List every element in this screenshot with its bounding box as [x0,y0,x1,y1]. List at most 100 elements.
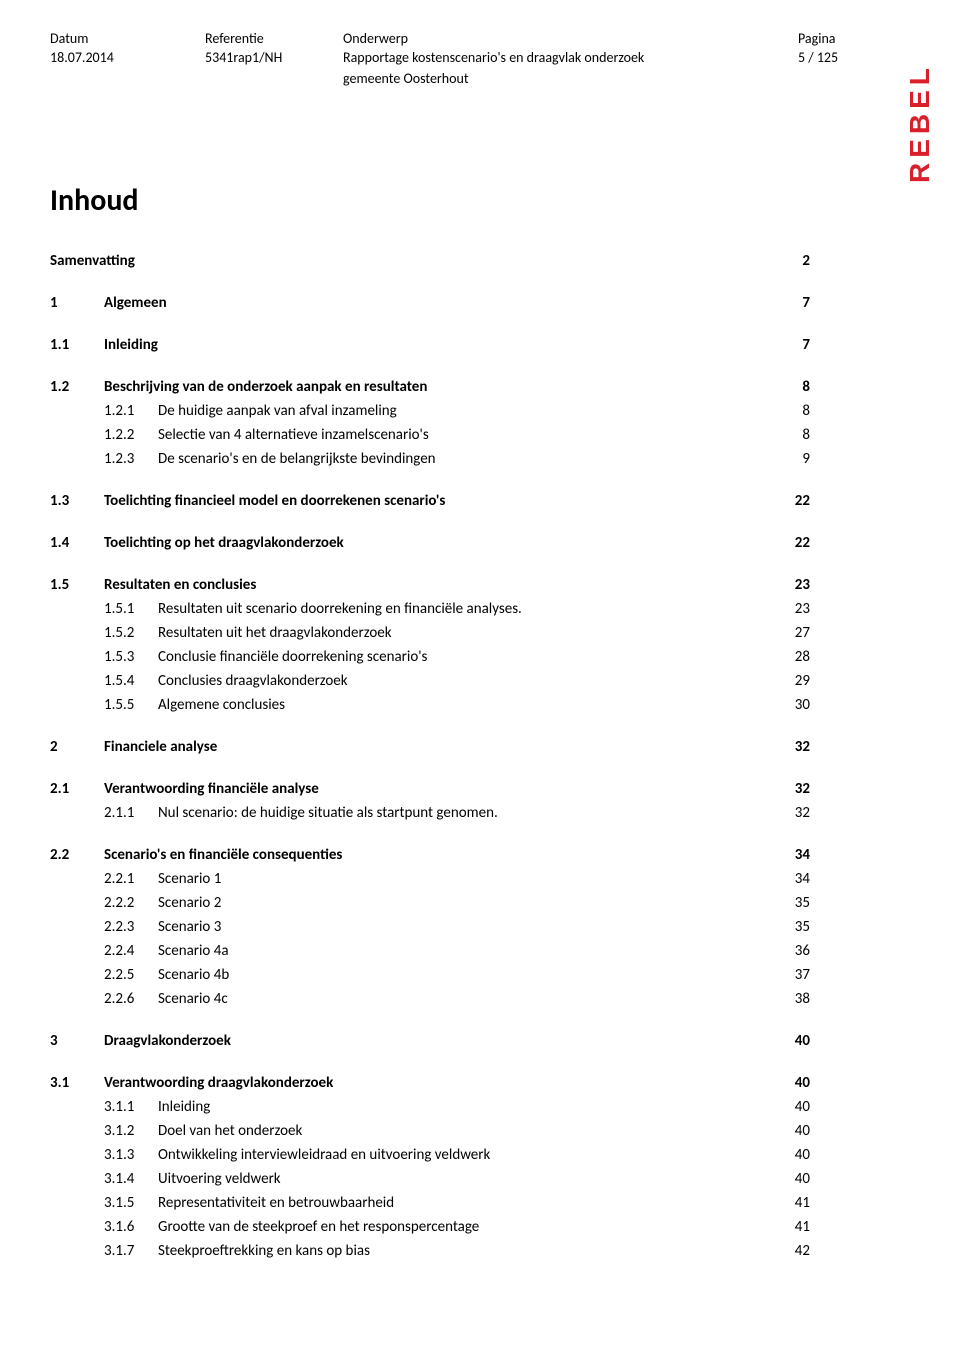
toc-gap [50,513,810,531]
toc-title: Doel van het onderzoek [158,1119,302,1143]
toc-title: Scenario's en financiële consequenties [104,843,342,867]
toc-number: 1.3 [50,489,104,513]
toc-number: 3.1.1 [104,1095,158,1119]
toc-row: 3Draagvlakonderzoek40 [50,1029,810,1053]
toc-row: 3.1.3Ontwikkeling interviewleidraad en u… [50,1143,810,1167]
toc-number: 2.1 [50,777,104,801]
toc-row: 2Financiele analyse32 [50,735,810,759]
toc-title: Toelichting op het draagvlakonderzoek [104,531,344,555]
toc-title: Algemene conclusies [158,693,285,717]
toc-page: 32 [770,777,810,801]
toc-title: Resultaten uit scenario doorrekening en … [158,597,522,621]
toc-title: De scenario's en de belangrijkste bevind… [158,447,436,471]
toc-row: 2.1.1Nul scenario: de huidige situatie a… [50,801,810,825]
toc-row: 1.4Toelichting op het draagvlakonderzoek… [50,531,810,555]
toc-title: Scenario 2 [158,891,221,915]
header-label-pagina: Pagina [798,30,878,47]
toc-row: 2.2.6Scenario 4c38 [50,987,810,1011]
toc-title: Resultaten en conclusies [104,573,256,597]
toc-title: Beschrijving van de onderzoek aanpak en … [104,375,427,399]
toc-page: 28 [770,645,810,669]
header-label-onderwerp: Onderwerp [343,30,798,47]
toc-page: 40 [770,1143,810,1167]
toc-title: Scenario 4a [158,939,229,963]
toc-title: Verantwoording financiële analyse [104,777,319,801]
toc-gap [50,759,810,777]
toc-title: Scenario 3 [158,915,221,939]
toc-page: 40 [770,1029,810,1053]
toc-number: 1.5.3 [104,645,158,669]
header-value-pagina: 5 / 125 [798,49,878,66]
toc-title: Inleiding [158,1095,210,1119]
toc-page: 2 [770,249,810,273]
header-value-referentie: 5341rap1/NH [205,49,343,66]
toc-row: 2.2.1Scenario 134 [50,867,810,891]
toc-row: 3.1.7Steekproeftrekking en kans op bias4… [50,1239,810,1263]
toc-gap [50,471,810,489]
toc-page: 40 [770,1119,810,1143]
header-value-onderwerp-l2: gemeente Oosterhout [343,70,469,87]
toc-page: 35 [770,891,810,915]
toc-number: 1.2 [50,375,104,399]
header-values-l2: gemeente Oosterhout [50,70,900,87]
page-title: Inhoud [50,182,900,219]
toc-gap [50,1011,810,1029]
toc-page: 41 [770,1215,810,1239]
toc-title: Conclusie financiële doorrekening scenar… [158,645,427,669]
toc-row: 1.2.1De huidige aanpak van afval inzamel… [50,399,810,423]
toc-number: 3 [50,1029,104,1053]
toc-gap [50,825,810,843]
toc-number: 2.2.4 [104,939,158,963]
toc-number: 3.1.2 [104,1119,158,1143]
toc-page: 22 [770,531,810,555]
toc-row: 3.1.4Uitvoering veldwerk40 [50,1167,810,1191]
toc-row: 1.5Resultaten en conclusies23 [50,573,810,597]
toc-page: 32 [770,801,810,825]
toc-row: 1.5.2Resultaten uit het draagvlakonderzo… [50,621,810,645]
toc-page: 40 [770,1071,810,1095]
toc-gap [50,1053,810,1071]
toc-number: 2.2.2 [104,891,158,915]
header-value-datum: 18.07.2014 [50,49,205,66]
toc-page: 30 [770,693,810,717]
toc-page: 8 [770,375,810,399]
toc-page: 8 [770,423,810,447]
toc-page: 9 [770,447,810,471]
toc-row: 2.2.2Scenario 2 35 [50,891,810,915]
header-label-referentie: Referentie [205,30,343,47]
toc-number: 2.2 [50,843,104,867]
toc-page: 29 [770,669,810,693]
toc-number: 3.1.5 [104,1191,158,1215]
toc-number: 2.2.3 [104,915,158,939]
toc-gap [50,717,810,735]
toc-number: 1.1 [50,333,104,357]
toc-row: Samenvatting2 [50,249,810,273]
toc-row: 2.2.5Scenario 4b37 [50,963,810,987]
header-label-datum: Datum [50,30,205,47]
toc-row: 1Algemeen7 [50,291,810,315]
toc-page: 8 [770,399,810,423]
toc-row: 3.1Verantwoording draagvlakonderzoek40 [50,1071,810,1095]
toc-title: Ontwikkeling interviewleidraad en uitvoe… [158,1143,490,1167]
toc-title: Financiele analyse [104,735,217,759]
toc-row: 3.1.2Doel van het onderzoek 40 [50,1119,810,1143]
toc-page: 35 [770,915,810,939]
toc-title: Representativiteit en betrouwbaarheid [158,1191,394,1215]
toc-page: 40 [770,1095,810,1119]
header-value-onderwerp-l1: Rapportage kostenscenario's en draagvlak… [343,49,798,66]
toc-page: 27 [770,621,810,645]
toc-number: 2.2.6 [104,987,158,1011]
toc-row: 1.3Toelichting financieel model en doorr… [50,489,810,513]
toc-title: Scenario 1 [158,867,221,891]
toc-number: 1.5.1 [104,597,158,621]
toc-number: 3.1.4 [104,1167,158,1191]
toc-title: Resultaten uit het draagvlakonderzoek [158,621,392,645]
toc-row: 1.5.3Conclusie financiële doorrekening s… [50,645,810,669]
toc-number: 3.1.7 [104,1239,158,1263]
toc-number: 1.5.4 [104,669,158,693]
toc-number: 2.2.1 [104,867,158,891]
toc-row: 3.1.6Grootte van de steekproef en het re… [50,1215,810,1239]
toc-page: 41 [770,1191,810,1215]
toc-row: 2.2Scenario's en financiële consequentie… [50,843,810,867]
toc-number: 1.2.3 [104,447,158,471]
